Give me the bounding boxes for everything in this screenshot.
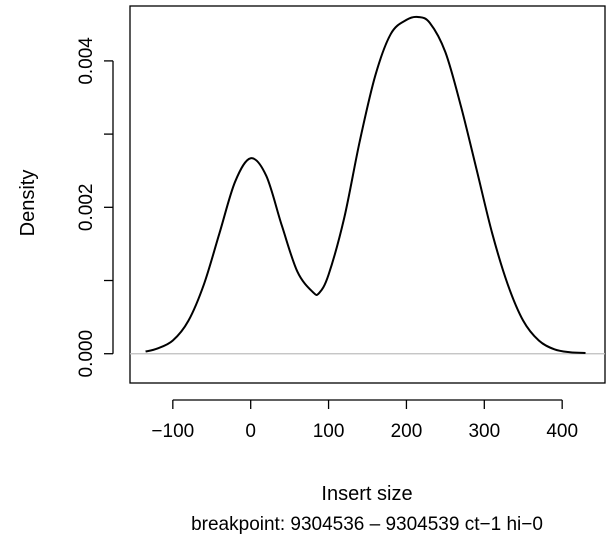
x-tick-label: −100 <box>151 421 194 442</box>
y-tick-label: 0.002 <box>76 184 97 232</box>
y-tick-label: 0.004 <box>76 37 97 85</box>
y-tick-label: 0.000 <box>76 330 97 378</box>
y-axis-title: Density <box>17 170 39 237</box>
y-axis: 0.000 0.002 0.004 <box>76 37 114 378</box>
x-tick-label: 0 <box>245 421 256 442</box>
x-axis-title: Insert size <box>321 483 412 505</box>
x-tick-label: 100 <box>313 421 345 442</box>
x-tick-label: 200 <box>391 421 423 442</box>
x-tick-label: 300 <box>468 421 500 442</box>
chart-caption: breakpoint: 9304536 – 9304539 ct−1 hi−0 <box>191 514 543 535</box>
density-curve <box>145 15 586 354</box>
x-axis: −100 0 100 200 300 400 <box>151 399 578 442</box>
plot-frame <box>129 5 606 384</box>
x-tick-label: 400 <box>546 421 578 442</box>
